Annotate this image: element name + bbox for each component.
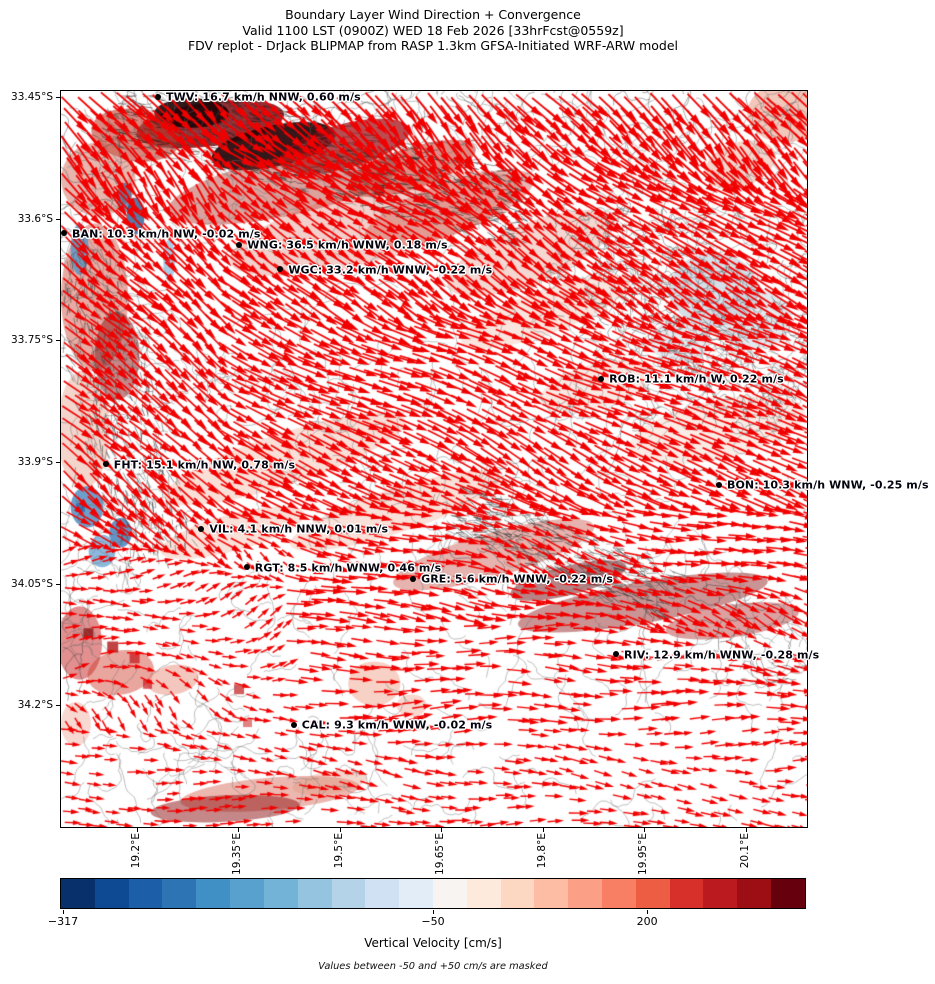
x-tick-label: 19.2°E: [129, 833, 142, 869]
y-tick-label: 33.75°S: [11, 334, 53, 347]
y-tick-label: 33.6°S: [17, 212, 53, 225]
colorbar-tick-mark: [647, 910, 649, 914]
colorbar-tick-label: 200: [636, 915, 658, 928]
station-label: VIL: 4.1 km/h NNW, 0.01 m/s: [209, 522, 389, 536]
station-label: WGC: 33.2 km/h WNW, -0.22 m/s: [288, 263, 493, 277]
colorbar-segment: [602, 879, 636, 908]
y-tick-label: 34.2°S: [17, 699, 53, 712]
colorbar-segment: [466, 879, 501, 908]
colorbar-segment: [500, 879, 535, 908]
y-tick-label: 33.45°S: [11, 91, 53, 104]
colorbar: [60, 878, 806, 909]
x-tick-label: 19.35°E: [231, 833, 244, 875]
colorbar-segment: [61, 879, 95, 908]
station-label: WNG: 36.5 km/h WNW, 0.18 m/s: [247, 238, 448, 252]
y-tick-mark: [56, 583, 60, 585]
map-plot: TWV: 16.7 km/h NNW, 0.60 m/s BAN: 10.3 km…: [60, 90, 929, 828]
masking-note: Values between -50 and +50 cm/s are mask…: [318, 961, 548, 972]
x-tick-mark: [644, 828, 646, 832]
colorbar-segment: [128, 879, 163, 908]
colorbar-segment: [568, 879, 602, 908]
colorbar-segment: [263, 879, 298, 908]
y-tick-mark: [56, 705, 60, 707]
colorbar-segment: [331, 879, 366, 908]
y-tick-label: 33.9°S: [17, 456, 53, 469]
colorbar-tick-mark: [62, 910, 64, 914]
colorbar-tick-label: −317: [47, 915, 79, 928]
station-marker: [236, 241, 243, 248]
y-tick-mark: [56, 97, 60, 99]
y-tick-label: 34.05°S: [11, 577, 53, 590]
colorbar-segment: [771, 879, 805, 908]
station-marker: [102, 461, 109, 468]
station-marker: [715, 481, 722, 488]
station-label: GRE: 5.6 km/h WNW, -0.22 m/s: [421, 572, 614, 586]
x-tick-mark: [238, 828, 240, 832]
x-tick-mark: [136, 828, 138, 832]
colorbar-segment: [196, 879, 231, 908]
colorbar-tick-label: −50: [421, 915, 445, 928]
station-marker: [60, 230, 67, 237]
station-marker: [198, 525, 205, 532]
station-marker: [277, 266, 284, 273]
x-tick-label: 19.8°E: [535, 833, 548, 869]
colorbar-segment: [365, 879, 400, 908]
colorbar-segment: [737, 879, 772, 908]
colorbar-segment: [635, 879, 670, 908]
title-block: Boundary Layer Wind Direction + Converge…: [60, 7, 806, 54]
colorbar-tick-mark: [433, 910, 434, 914]
y-tick-mark: [56, 340, 60, 342]
station-marker: [154, 93, 161, 100]
chart-model-info: FDV replot - DrJack BLIPMAP from RASP 1.…: [187, 38, 679, 54]
station-marker: [290, 721, 297, 728]
station-label: BAN: 10.3 km/h NW, -0.02 m/s: [71, 227, 261, 241]
wind-field-canvas: [61, 91, 807, 827]
station-label: RGT: 8.5 km/h WNW, 0.46 m/s: [254, 561, 442, 575]
x-tick-label: 19.5°E: [332, 833, 345, 869]
station-label: FHT: 15.1 km/h NW, 0.78 m/s: [113, 458, 296, 472]
colorbar-segment: [162, 879, 197, 908]
station-marker: [613, 651, 620, 658]
x-tick-mark: [542, 828, 544, 832]
colorbar-segment: [534, 879, 569, 908]
x-tick-label: 19.65°E: [434, 833, 447, 875]
x-tick-mark: [441, 828, 443, 832]
station-label: TWV: 16.7 km/h NNW, 0.60 m/s: [165, 90, 361, 104]
station-label: ROB: 11.1 km/h W, 0.22 m/s: [609, 372, 784, 386]
colorbar-segment: [297, 879, 332, 908]
colorbar-segment: [432, 879, 467, 908]
station-label: RIV: 12.9 km/h WNW, -0.28 m/s: [624, 648, 820, 662]
colorbar-segment: [94, 879, 129, 908]
colorbar-segment: [669, 879, 704, 908]
x-tick-mark: [339, 828, 341, 832]
station-label: BON: 10.3 km/h WNW, -0.25 m/s: [726, 478, 929, 492]
colorbar-segment: [399, 879, 433, 908]
y-tick-mark: [56, 462, 60, 464]
colorbar-segment: [230, 879, 264, 908]
station-marker: [598, 375, 605, 382]
colorbar-label: Vertical Velocity [cm/s]: [364, 936, 502, 950]
y-tick-mark: [56, 218, 60, 220]
chart-title: Boundary Layer Wind Direction + Converge…: [285, 7, 581, 22]
x-tick-label: 20.1°E: [738, 833, 751, 869]
station-marker: [410, 575, 417, 582]
x-tick-mark: [745, 828, 747, 832]
colorbar-segment: [703, 879, 738, 908]
x-tick-label: 19.95°E: [637, 833, 650, 875]
station-marker: [243, 564, 250, 571]
chart-valid-time: Valid 1100 LST (0900Z) WED 18 Feb 2026 […: [242, 22, 624, 38]
station-label: CAL: 9.3 km/h WNW, -0.02 m/s: [301, 718, 493, 732]
